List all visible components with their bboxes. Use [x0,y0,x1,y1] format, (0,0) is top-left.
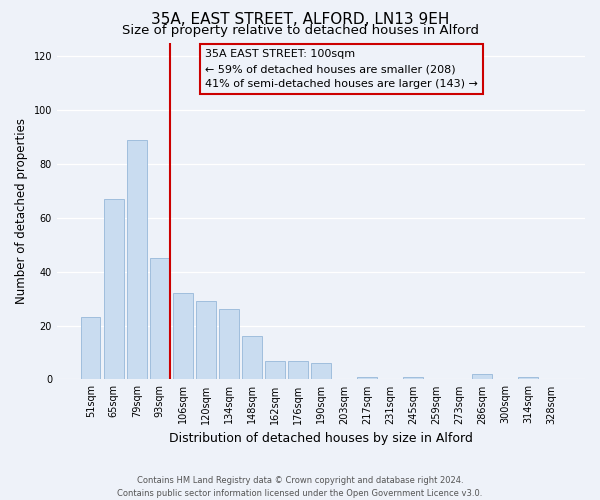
Bar [81,318,100,380]
Bar [311,364,331,380]
Bar [472,374,492,380]
Bar [104,199,124,380]
Text: Size of property relative to detached houses in Alford: Size of property relative to detached ho… [121,24,479,37]
Y-axis label: Number of detached properties: Number of detached properties [15,118,28,304]
Bar [265,360,284,380]
X-axis label: Distribution of detached houses by size in Alford: Distribution of detached houses by size … [169,432,473,445]
Bar [518,376,538,380]
Bar [127,140,146,380]
Bar [288,360,308,380]
Text: 35A EAST STREET: 100sqm
← 59% of detached houses are smaller (208)
41% of semi-d: 35A EAST STREET: 100sqm ← 59% of detache… [205,49,478,89]
Bar [173,293,193,380]
Bar [219,310,239,380]
Bar [403,376,423,380]
Bar [196,302,215,380]
Text: 35A, EAST STREET, ALFORD, LN13 9EH: 35A, EAST STREET, ALFORD, LN13 9EH [151,12,449,28]
Bar [357,376,377,380]
Text: Contains HM Land Registry data © Crown copyright and database right 2024.
Contai: Contains HM Land Registry data © Crown c… [118,476,482,498]
Bar [242,336,262,380]
Bar [150,258,170,380]
